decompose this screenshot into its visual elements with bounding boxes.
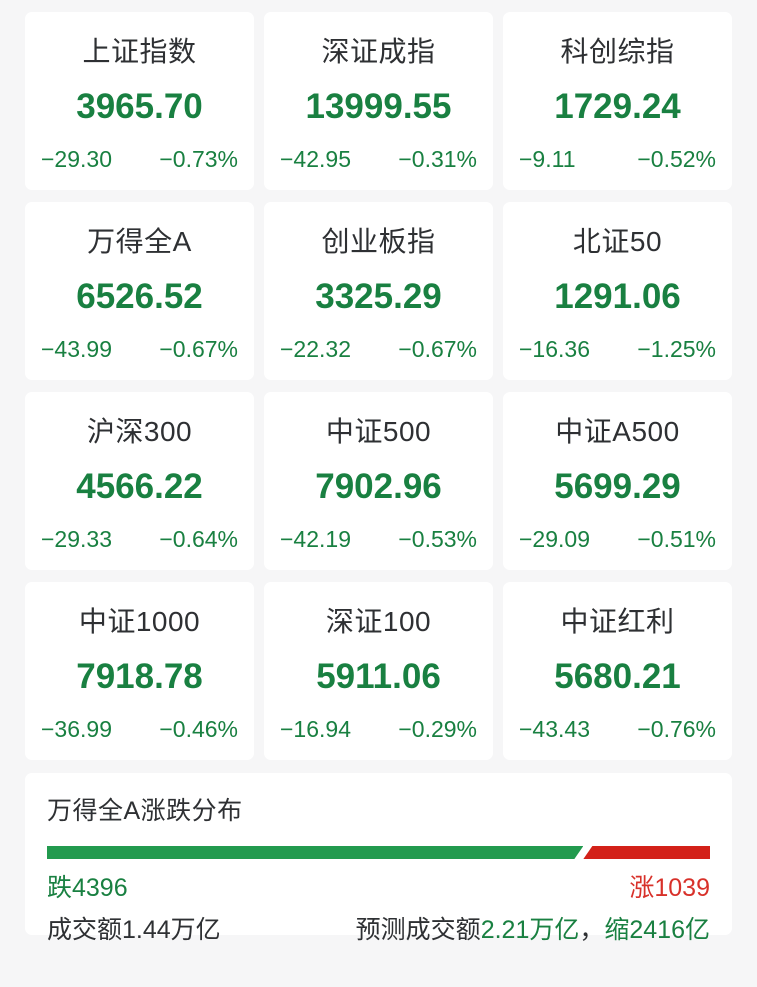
index-value: 1291.06 — [554, 277, 681, 316]
index-change-absolute: −22.32 — [280, 336, 351, 362]
index-change-row: −29.33 −0.64% — [25, 528, 254, 551]
index-change-percent: −0.64% — [159, 526, 238, 552]
index-change-row: −16.94 −0.29% — [264, 718, 493, 741]
index-change-percent: −0.67% — [159, 336, 238, 362]
index-change-percent: −0.31% — [398, 146, 477, 172]
index-value: 6526.52 — [76, 277, 203, 316]
distribution-counts: 跌4396 涨1039 — [47, 876, 710, 901]
forecast-turnover-separator: ， — [579, 916, 605, 944]
distribution-title: 万得全A涨跌分布 — [47, 797, 243, 825]
index-name: 北证50 — [572, 226, 663, 257]
index-change-absolute: −29.30 — [41, 146, 112, 172]
index-change-row: −43.99 −0.67% — [25, 338, 254, 361]
index-change-row: −16.36 −1.25% — [503, 338, 732, 361]
decliners-bar-segment — [47, 846, 583, 859]
index-value: 1729.24 — [554, 87, 681, 126]
index-change-absolute: −16.36 — [519, 336, 590, 362]
index-change-percent: −0.52% — [637, 146, 716, 172]
turnover-row: 成交额1.44万亿 预测成交额2.21万亿，缩2416亿 — [47, 918, 710, 943]
index-name: 中证1000 — [78, 606, 201, 637]
index-value: 7902.96 — [315, 467, 442, 506]
index-card[interactable]: 中证500 7902.96 −42.19 −0.53% — [264, 392, 493, 570]
index-change-percent: −0.46% — [159, 716, 238, 742]
index-card[interactable]: 上证指数 3965.70 −29.30 −0.73% — [25, 12, 254, 190]
index-card[interactable]: 创业板指 3325.29 −22.32 −0.67% — [264, 202, 493, 380]
index-name: 上证指数 — [82, 36, 197, 67]
index-value: 3965.70 — [76, 87, 203, 126]
index-change-row: −29.09 −0.51% — [503, 528, 732, 551]
index-change-row: −29.30 −0.73% — [25, 148, 254, 171]
index-name: 中证A500 — [555, 416, 680, 447]
index-card[interactable]: 北证50 1291.06 −16.36 −1.25% — [503, 202, 732, 380]
index-change-absolute: −42.95 — [280, 146, 351, 172]
index-change-percent: −1.25% — [637, 336, 716, 362]
index-change-absolute: −9.11 — [519, 146, 576, 172]
index-change-absolute: −29.33 — [41, 526, 112, 552]
index-change-absolute: −43.43 — [519, 716, 590, 742]
index-change-row: −43.43 −0.76% — [503, 718, 732, 741]
index-value: 5911.06 — [316, 657, 441, 696]
turnover-label: 成交额1.44万亿 — [47, 916, 221, 944]
index-value: 5680.21 — [554, 657, 681, 696]
index-value: 13999.55 — [305, 87, 452, 126]
index-card[interactable]: 中证A500 5699.29 −29.09 −0.51% — [503, 392, 732, 570]
index-name: 中证红利 — [560, 606, 675, 637]
index-change-percent: −0.29% — [398, 716, 477, 742]
index-card[interactable]: 中证红利 5680.21 −43.43 −0.76% — [503, 582, 732, 760]
index-change-row: −36.99 −0.46% — [25, 718, 254, 741]
index-card[interactable]: 深证100 5911.06 −16.94 −0.29% — [264, 582, 493, 760]
index-name: 科创综指 — [560, 36, 675, 67]
advancers-bar-segment — [583, 846, 710, 859]
distribution-panel[interactable]: 万得全A涨跌分布 跌4396 涨1039 成交额1.44万亿 预测成交额2.21… — [25, 773, 732, 943]
index-change-row: −22.32 −0.67% — [264, 338, 493, 361]
index-change-absolute: −43.99 — [41, 336, 112, 362]
index-change-percent: −0.76% — [637, 716, 716, 742]
index-name: 深证100 — [325, 606, 432, 637]
index-change-percent: −0.53% — [398, 526, 477, 552]
index-change-row: −42.95 −0.31% — [264, 148, 493, 171]
index-value: 7918.78 — [76, 657, 203, 696]
index-name: 万得全A — [87, 226, 192, 257]
index-value: 4566.22 — [76, 467, 203, 506]
index-card[interactable]: 万得全A 6526.52 −43.99 −0.67% — [25, 202, 254, 380]
index-change-absolute: −42.19 — [280, 526, 351, 552]
index-name: 中证500 — [325, 416, 432, 447]
index-value: 5699.29 — [554, 467, 681, 506]
index-value: 3325.29 — [315, 277, 442, 316]
advance-decline-bar — [47, 846, 710, 859]
index-change-row: −42.19 −0.53% — [264, 528, 493, 551]
index-card[interactable]: 沪深300 4566.22 −29.33 −0.64% — [25, 392, 254, 570]
index-card[interactable]: 深证成指 13999.55 −42.95 −0.31% — [264, 12, 493, 190]
forecast-turnover-group: 预测成交额2.21万亿，缩2416亿 — [356, 918, 710, 943]
index-name: 沪深300 — [86, 416, 193, 447]
index-card-grid: 上证指数 3965.70 −29.30 −0.73% 深证成指 13999.55 −42.9… — [25, 12, 732, 760]
index-change-absolute: −36.99 — [41, 716, 112, 742]
index-name: 深证成指 — [321, 36, 436, 67]
forecast-turnover-value: 2.21万亿 — [480, 916, 580, 944]
forecast-turnover-prefix: 预测成交额 — [355, 916, 481, 944]
index-card[interactable]: 科创综指 1729.24 −9.11 −0.52% — [503, 12, 732, 190]
forecast-turnover-delta: 缩2416亿 — [604, 916, 710, 944]
index-change-percent: −0.51% — [637, 526, 716, 552]
index-change-percent: −0.73% — [159, 146, 238, 172]
index-change-absolute: −29.09 — [519, 526, 590, 552]
index-card[interactable]: 中证1000 7918.78 −36.99 −0.46% — [25, 582, 254, 760]
index-change-absolute: −16.94 — [280, 716, 351, 742]
decliners-count-label: 跌4396 — [47, 874, 128, 902]
advancers-count-label: 涨1039 — [629, 874, 710, 902]
index-change-percent: −0.67% — [398, 336, 477, 362]
index-change-row: −9.11 −0.52% — [503, 148, 732, 171]
index-name: 创业板指 — [321, 226, 436, 257]
